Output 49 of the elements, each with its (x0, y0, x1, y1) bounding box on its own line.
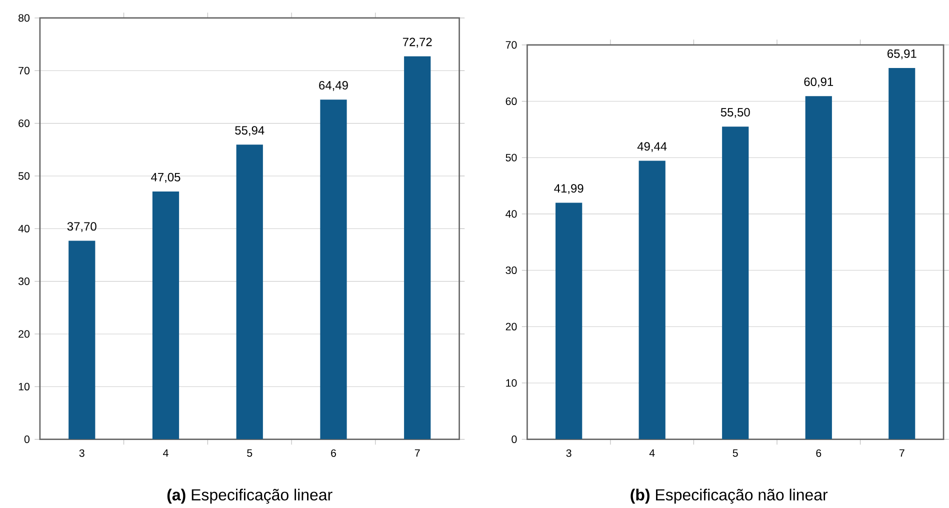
data-label: 49,44 (637, 142, 667, 152)
y-tick-label: 70 (506, 41, 517, 49)
data-label: 37,70 (67, 222, 96, 232)
x-tick-label: 3 (79, 449, 84, 457)
y-tick-label: 70 (18, 66, 30, 74)
data-label: 55,50 (720, 108, 750, 118)
y-tick-label: 0 (24, 435, 30, 443)
data-label: 60,91 (804, 77, 834, 88)
x-tick-label: 7 (414, 449, 420, 457)
x-tick-label: 6 (816, 449, 822, 457)
x-tick-label: 5 (732, 449, 738, 457)
y-tick-label: 30 (506, 266, 517, 274)
x-tick-label: 4 (163, 449, 168, 457)
y-tick-label: 50 (18, 172, 30, 180)
x-tick-label: 7 (899, 449, 904, 457)
data-label: 41,99 (554, 184, 584, 194)
bar (805, 96, 832, 440)
text: (a) Especificação linear (167, 488, 332, 504)
y-tick-label: 20 (18, 330, 30, 338)
bar (556, 202, 582, 440)
bar (638, 160, 666, 440)
bar (888, 68, 916, 440)
data-label: 65,91 (888, 49, 916, 60)
data-label: 55,94 (235, 126, 264, 136)
x-tick-label: 3 (566, 449, 572, 457)
x-tick-label: 4 (649, 449, 655, 457)
y-tick-label: 50 (506, 154, 517, 162)
y-tick-label: 40 (506, 210, 517, 218)
y-tick-label: 60 (18, 119, 30, 127)
y-tick-label: 0 (512, 435, 517, 443)
bar (404, 56, 431, 440)
bar (320, 100, 347, 440)
x-tick-label: 5 (247, 449, 252, 457)
y-tick-label: 80 (18, 14, 30, 22)
data-label: 64,49 (319, 80, 348, 91)
bar (236, 144, 263, 440)
y-tick-label: 10 (506, 379, 517, 387)
x-tick-label: 6 (331, 449, 336, 457)
data-label: 72,72 (402, 38, 432, 48)
y-tick-label: 30 (18, 277, 30, 285)
y-tick-label: 10 (18, 382, 30, 390)
bar (68, 240, 96, 440)
y-tick-label: 20 (506, 322, 517, 330)
data-label: 47,05 (151, 172, 180, 183)
y-tick-label: 40 (18, 224, 30, 232)
bar (152, 191, 180, 440)
text: (b) Especificação não linear (630, 488, 828, 504)
bar (722, 126, 749, 440)
y-tick-label: 60 (506, 97, 517, 105)
